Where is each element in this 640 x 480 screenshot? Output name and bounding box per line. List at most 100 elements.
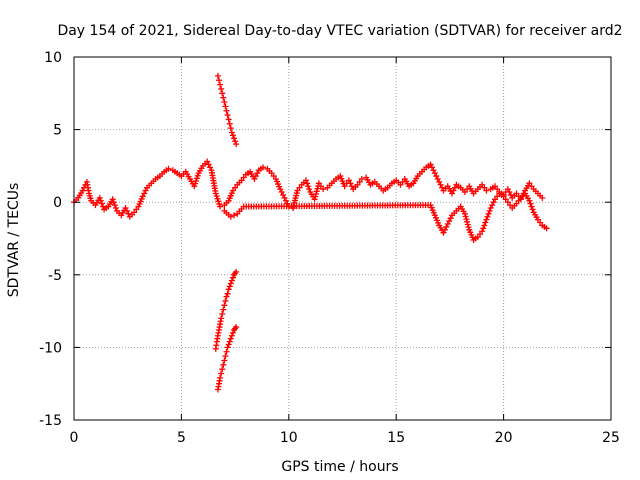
data-point-main-band xyxy=(165,165,172,172)
data-point-main-band xyxy=(314,185,321,192)
data-point-lower-branch xyxy=(231,212,238,219)
y-tick-label: -15 xyxy=(39,413,62,429)
data-point-main-band xyxy=(217,203,224,210)
data-point-lower-branch xyxy=(465,224,472,231)
data-point-main-band xyxy=(304,180,311,187)
data-point-main-band xyxy=(358,175,365,182)
data-point-upper-arc xyxy=(218,85,225,92)
data-point-main-band xyxy=(112,205,119,212)
data-point-main-band xyxy=(320,186,327,193)
axis-ticks: 0 5 10 15 20 25 -15 -10 -5 0 5 10 xyxy=(39,50,620,446)
data-point-upper-arc xyxy=(224,112,231,119)
data-point-lower-arc-a xyxy=(229,274,236,281)
data-point-main-band xyxy=(98,200,105,207)
data-point-main-band xyxy=(99,203,106,210)
data-point-lower-arc-b xyxy=(223,348,230,355)
data-point-lower-arc-b xyxy=(225,341,232,348)
chart-title: Day 154 of 2021, Sidereal Day-to-day VTE… xyxy=(57,23,622,39)
data-point-upper-arc xyxy=(219,90,226,97)
data-point-lower-branch xyxy=(543,225,550,232)
data-point-upper-arc xyxy=(217,81,224,88)
data-point-lower-branch xyxy=(461,210,468,217)
data-point-lower-branch xyxy=(463,216,470,223)
data-point-lower-arc-a xyxy=(223,293,230,300)
y-tick-label: -5 xyxy=(48,268,62,284)
data-point-lower-arc-a xyxy=(225,286,232,293)
data-point-lower-branch xyxy=(485,210,492,217)
x-tick-label: 25 xyxy=(602,430,620,446)
data-point-main-band xyxy=(111,202,118,209)
x-tick-label: 0 xyxy=(70,430,79,446)
grid xyxy=(74,57,611,420)
y-tick-label: -10 xyxy=(39,340,62,356)
data-point-upper-arc xyxy=(233,141,240,148)
data-point-lower-branch xyxy=(526,197,533,204)
x-tick-label: 5 xyxy=(177,430,186,446)
plot-frame xyxy=(73,56,612,421)
data-point-lower-arc-b xyxy=(226,338,233,345)
x-tick-label: 20 xyxy=(495,430,513,446)
data-point-lower-arc-b xyxy=(220,361,227,368)
data-point-lower-branch xyxy=(479,228,486,235)
data-point-upper-arc xyxy=(228,129,235,136)
data-point-lower-arc-b xyxy=(222,353,229,360)
data-point-lower-arc-a xyxy=(221,302,228,309)
y-tick-label: 10 xyxy=(44,50,62,66)
data-point-main-band xyxy=(313,190,320,197)
data-points xyxy=(71,72,550,393)
data-point-lower-arc-b xyxy=(218,370,225,377)
data-point-lower-branch xyxy=(464,218,471,225)
data-point-lower-branch xyxy=(480,225,487,232)
data-point-upper-arc xyxy=(227,125,234,132)
data-point-main-band xyxy=(313,188,320,195)
data-point-lower-arc-b xyxy=(217,374,224,381)
data-point-upper-arc xyxy=(220,94,227,101)
data-point-main-band xyxy=(110,199,117,206)
data-point-main-band xyxy=(97,197,104,204)
data-point-main-band xyxy=(305,183,312,190)
data-point-lower-branch xyxy=(481,222,488,229)
data-point-main-band xyxy=(483,187,490,194)
y-axis-label: SDTVAR / TECUs xyxy=(6,183,22,298)
data-point-upper-arc xyxy=(222,103,229,110)
data-point-main-band xyxy=(312,193,319,200)
data-point-lower-arc-b xyxy=(233,324,240,331)
data-point-upper-arc xyxy=(232,138,239,145)
data-point-lower-arc-b xyxy=(221,357,228,364)
data-point-lower-branch xyxy=(483,216,490,223)
data-point-upper-arc xyxy=(229,132,236,139)
data-point-main-band xyxy=(306,186,313,193)
x-tick-label: 15 xyxy=(387,430,405,446)
data-point-main-band xyxy=(539,194,546,201)
data-point-lower-branch xyxy=(527,200,534,207)
data-point-main-band xyxy=(311,196,318,203)
data-point-upper-arc xyxy=(215,77,222,84)
data-point-lower-branch xyxy=(484,213,491,220)
data-point-upper-arc xyxy=(231,135,238,142)
data-point-lower-branch xyxy=(227,213,234,220)
data-point-lower-arc-a xyxy=(233,268,240,275)
data-point-main-band xyxy=(109,196,116,203)
data-point-lower-branch xyxy=(486,207,493,214)
data-point-lower-branch xyxy=(529,206,536,213)
data-point-lower-arc-a xyxy=(226,283,233,290)
data-point-main-band xyxy=(96,194,103,201)
data-point-lower-arc-a xyxy=(220,306,227,313)
data-point-lower-arc-a xyxy=(228,277,235,284)
data-point-upper-arc xyxy=(226,120,233,127)
data-point-upper-arc xyxy=(214,72,221,79)
data-point-lower-branch xyxy=(462,213,469,220)
data-point-lower-arc-a xyxy=(219,311,226,318)
data-point-lower-branch xyxy=(528,203,535,210)
x-tick-label: 10 xyxy=(280,430,298,446)
data-point-upper-arc xyxy=(221,99,228,106)
data-point-lower-arc-b xyxy=(228,332,235,339)
y-tick-label: 5 xyxy=(53,123,62,139)
data-point-lower-arc-a xyxy=(227,280,234,287)
data-point-lower-branch xyxy=(482,219,489,226)
data-point-lower-arc-b xyxy=(227,335,234,342)
y-tick-label: 0 xyxy=(53,195,62,211)
data-point-upper-arc xyxy=(223,107,230,114)
